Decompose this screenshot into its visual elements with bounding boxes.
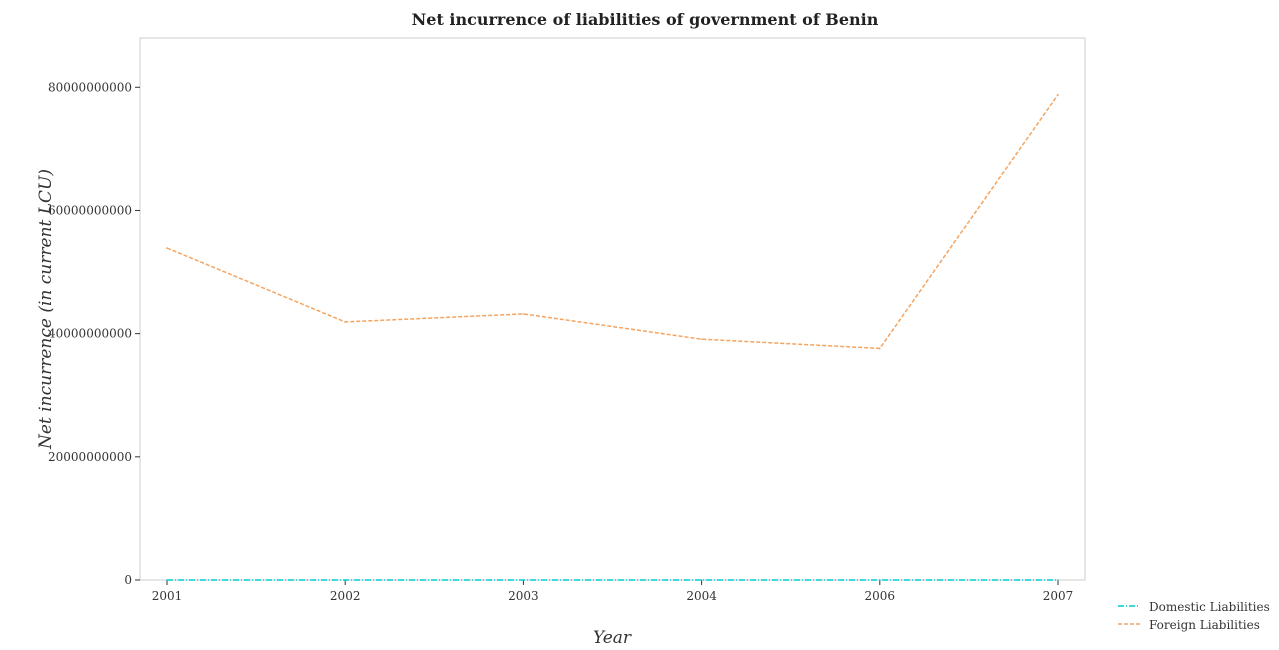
y-tick-label: 0 xyxy=(124,573,132,587)
data-point-domestic-liabilities xyxy=(1057,579,1059,581)
x-axis-label: Year xyxy=(593,628,632,648)
data-point-foreign-liabilities xyxy=(344,321,347,323)
x-tick-label: 2007 xyxy=(1043,589,1074,603)
x-tick-label: 2004 xyxy=(686,589,717,603)
data-point-domestic-liabilities xyxy=(879,579,881,581)
x-tick-label: 2002 xyxy=(330,589,361,603)
y-axis: 0 20000000000 40000000000 60000000000 800000… xyxy=(48,80,140,587)
data-point-domestic-liabilities xyxy=(344,579,347,581)
x-tick-label: 2006 xyxy=(865,589,896,603)
y-tick-label: 80000000000 xyxy=(48,80,132,94)
x-axis: 2001 2002 2003 2004 2006 2007 xyxy=(152,580,1074,603)
data-point-foreign-liabilities xyxy=(1057,93,1059,96)
legend-label-domestic-liabilities: Domestic Liabilities xyxy=(1149,600,1270,614)
legend: Domestic Liabilities Foreign Liabilities xyxy=(1118,600,1270,632)
y-tick-label: 40000000000 xyxy=(48,327,132,341)
data-point-foreign-liabilities xyxy=(522,313,525,315)
data-point-domestic-liabilities xyxy=(522,579,525,581)
data-point-domestic-liabilities xyxy=(166,579,168,581)
plot-area xyxy=(139,37,1086,581)
legend-label-foreign-liabilities: Foreign Liabilities xyxy=(1149,618,1260,632)
series-layer xyxy=(166,93,1059,581)
x-tick-label: 2001 xyxy=(152,589,183,603)
data-point-domestic-liabilities xyxy=(700,579,703,581)
y-tick-label: 60000000000 xyxy=(48,203,132,217)
data-point-foreign-liabilities xyxy=(879,347,881,350)
y-tick-label: 20000000000 xyxy=(48,450,132,464)
y-axis-label: Net incurrence (in current LCU) xyxy=(36,169,56,450)
series-line-foreign-liabilities xyxy=(166,94,1059,350)
chart-title: Net incurrence of liabilities of governm… xyxy=(412,10,879,29)
x-tick-label: 2003 xyxy=(508,589,539,603)
data-point-foreign-liabilities xyxy=(700,338,703,340)
data-point-foreign-liabilities xyxy=(166,247,168,249)
